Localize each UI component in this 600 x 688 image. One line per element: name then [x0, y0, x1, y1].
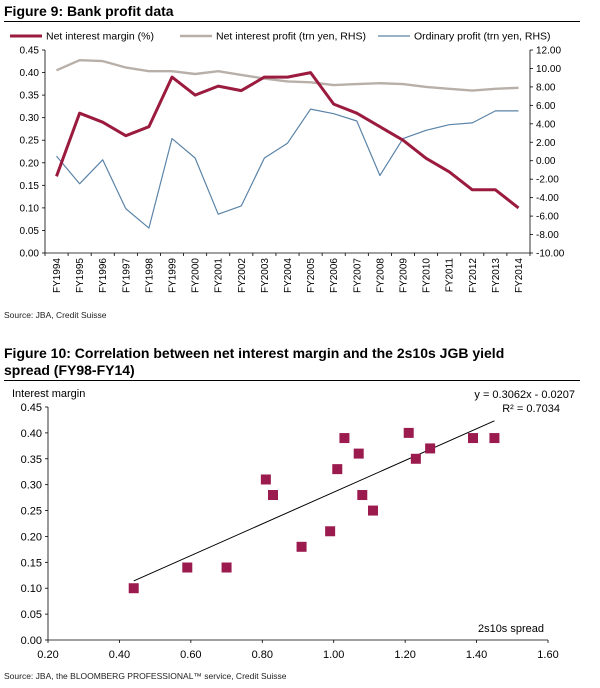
x-tick-label: FY2007 — [352, 258, 363, 293]
figure9-title: Figure 9: Bank profit data — [4, 3, 174, 19]
x-tick-label: FY2003 — [260, 258, 271, 293]
x-tick-label: FY2010 — [422, 258, 433, 293]
left-y-tick-label: 0.45 — [20, 46, 40, 57]
x-tick-label: 1.00 — [323, 649, 344, 661]
scatter-point — [357, 490, 368, 501]
y-tick-label: 0.05 — [21, 609, 42, 621]
x-tick-label: FY1996 — [98, 258, 109, 293]
x-tick-label: 0.60 — [180, 649, 201, 661]
x-tick-label: FY2006 — [329, 258, 340, 293]
x-tick-label: FY2000 — [191, 258, 202, 293]
trendline — [133, 420, 495, 582]
figure10-title-line2: spread (FY98-FY14) — [4, 362, 135, 378]
margin-spread-scatter: 0.00 0.05 0.10 0.15 0.20 0.25 0.30 0.35 0.40 0.45… — [12, 388, 575, 661]
right-y-tick-label: 6.00 — [536, 101, 556, 112]
scatter-point — [339, 433, 350, 444]
x-tick-label: FY2008 — [375, 258, 386, 293]
legend-label-nim-line: Net interest margin (%) — [46, 31, 154, 43]
scatter-point — [332, 464, 343, 475]
legend-label-ordinary-profit-line: Ordinary profit (trn yen, RHS) — [414, 31, 551, 43]
left-y-tick-label: 0.25 — [20, 136, 40, 147]
right-y-tick-label: -2.00 — [536, 175, 559, 186]
bank-profit-chart: 0.00 0.05 0.10 0.15 0.20 0.25 0.30 0.35 0.40 0.45… — [10, 31, 565, 293]
figure9-title-rule — [4, 21, 580, 22]
right-y-tick-label: 0.00 — [536, 156, 556, 167]
right-y-tick-label: 12.00 — [536, 46, 561, 57]
right-y-tick-label: -4.00 — [536, 193, 559, 204]
x-tick-label: FY2013 — [491, 258, 502, 293]
x-tick-label: FY2014 — [514, 258, 525, 293]
x-tick-label: 0.20 — [37, 649, 58, 661]
left-y-tick-label: 0.35 — [20, 91, 40, 102]
x-tick-label: FY2009 — [398, 258, 409, 293]
y-tick-label: 0.45 — [21, 402, 42, 414]
scatter-point — [296, 541, 307, 552]
left-y-tick-label: 0.30 — [20, 113, 40, 124]
x-tick-label: FY2001 — [214, 258, 225, 293]
x-tick-label: FY2005 — [306, 258, 317, 293]
y-tick-label: 0.00 — [21, 635, 42, 647]
x-tick-label: 1.20 — [394, 649, 415, 661]
x-tick-label: FY2012 — [468, 258, 479, 293]
scatter-point — [368, 505, 378, 516]
r-squared-label: R² = 0.7034 — [502, 403, 560, 415]
x-tick-label: 0.80 — [252, 649, 273, 661]
right-y-tick-label: 10.00 — [536, 64, 561, 75]
scatter-point — [182, 562, 193, 573]
x-axis-title: 2s10s spread — [478, 623, 544, 635]
right-y-tick-label: 8.00 — [536, 82, 556, 93]
x-tick-label: FY1998 — [144, 258, 155, 293]
legend-label-net-interest-profit-line: Net interest profit (trn yen, RHS) — [216, 31, 366, 43]
scatter-point — [325, 526, 336, 537]
scatter-point — [353, 448, 364, 459]
left-y-tick-label: 0.20 — [20, 158, 40, 169]
right-y-tick-label: 2.00 — [536, 138, 556, 149]
right-y-tick-label: -10.00 — [536, 249, 565, 260]
x-tick-label: FY2002 — [237, 258, 248, 293]
x-tick-label: FY2004 — [283, 258, 294, 293]
trendline-equation: y = 0.3062x - 0.0207 — [474, 389, 575, 401]
x-tick-label: FY1995 — [75, 258, 86, 293]
figure10-title-rule — [4, 380, 580, 381]
right-y-tick-label: -6.00 — [536, 212, 559, 223]
scatter-point — [128, 583, 139, 594]
left-y-tick-label: 0.00 — [20, 249, 40, 260]
scatter-point — [410, 453, 421, 464]
left-y-tick-label: 0.10 — [20, 203, 40, 214]
y-tick-label: 0.10 — [21, 583, 42, 595]
y-tick-label: 0.35 — [21, 454, 42, 466]
figure10-source: Source: JBA, the BLOOMBERG PROFESSIONAL™… — [4, 671, 287, 681]
x-tick-label: 1.40 — [466, 649, 487, 661]
y-tick-label: 0.40 — [21, 428, 42, 440]
scatter-point — [260, 474, 271, 485]
figure9-source: Source: JBA, Credit Suisse — [4, 310, 107, 320]
y-tick-label: 0.20 — [21, 531, 42, 543]
scatter-point — [468, 433, 478, 444]
net-interest-profit-line — [56, 59, 519, 92]
left-y-tick-label: 0.40 — [20, 68, 40, 79]
y-axis-title: Interest margin — [12, 388, 85, 400]
figure10-title-line1: Figure 10: Correlation between net inter… — [4, 345, 505, 361]
scatter-point — [268, 490, 278, 501]
scatter-point — [403, 427, 414, 438]
right-y-tick-label: 4.00 — [536, 119, 556, 130]
scatter-point — [489, 433, 500, 444]
y-tick-label: 0.25 — [21, 506, 42, 518]
x-tick-label: FY1999 — [168, 258, 179, 293]
scatter-point — [221, 562, 232, 573]
x-tick-label: 0.40 — [109, 649, 130, 661]
left-y-tick-label: 0.05 — [20, 226, 40, 237]
ordinary-profit-line — [56, 108, 519, 229]
right-y-tick-label: -8.00 — [536, 230, 559, 241]
left-y-tick-label: 0.15 — [20, 181, 40, 192]
y-tick-label: 0.15 — [21, 557, 42, 569]
x-tick-label: FY2011 — [445, 258, 456, 293]
x-tick-label: 1.60 — [537, 649, 558, 661]
x-tick-label: FY1994 — [52, 258, 63, 293]
nim-line — [55, 71, 520, 210]
y-tick-label: 0.30 — [21, 480, 42, 492]
scatter-point — [425, 443, 436, 454]
x-tick-label: FY1997 — [121, 258, 132, 293]
